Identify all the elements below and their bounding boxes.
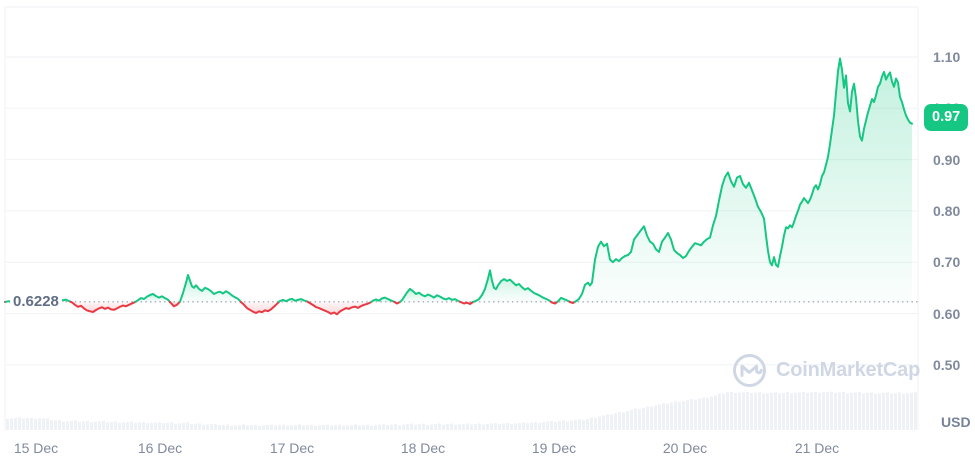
x-axis-label: 19 Dec bbox=[531, 440, 577, 456]
watermark-text: CoinMarketCap bbox=[776, 359, 921, 381]
y-axis-label: 0.50 bbox=[933, 356, 961, 373]
y-axis-label: 1.10 bbox=[933, 49, 961, 65]
y-axis-label: 0.90 bbox=[933, 151, 961, 168]
y-axis-label: 0.70 bbox=[933, 254, 961, 271]
current-price-value: 0.97 bbox=[932, 109, 961, 125]
y-axis-unit-label: USD bbox=[941, 414, 971, 430]
x-axis-label: 15 Dec bbox=[13, 440, 59, 456]
y-axis-label: 0.60 bbox=[933, 305, 961, 322]
coinmarketcap-watermark: CoinMarketCap bbox=[731, 352, 920, 389]
baseline-price-label: 0.6228 bbox=[10, 291, 62, 312]
x-axis-label: 20 Dec bbox=[662, 440, 708, 456]
current-price-badge: 0.97 bbox=[924, 104, 969, 131]
x-axis-label: 21 Dec bbox=[794, 440, 840, 456]
x-axis-label: 18 Dec bbox=[400, 440, 446, 456]
x-axis-label: 16 Dec bbox=[137, 440, 183, 456]
x-axis-label: 17 Dec bbox=[269, 440, 315, 456]
coinmarketcap-logo-icon bbox=[733, 354, 766, 387]
y-axis-label: 0.80 bbox=[933, 202, 961, 219]
